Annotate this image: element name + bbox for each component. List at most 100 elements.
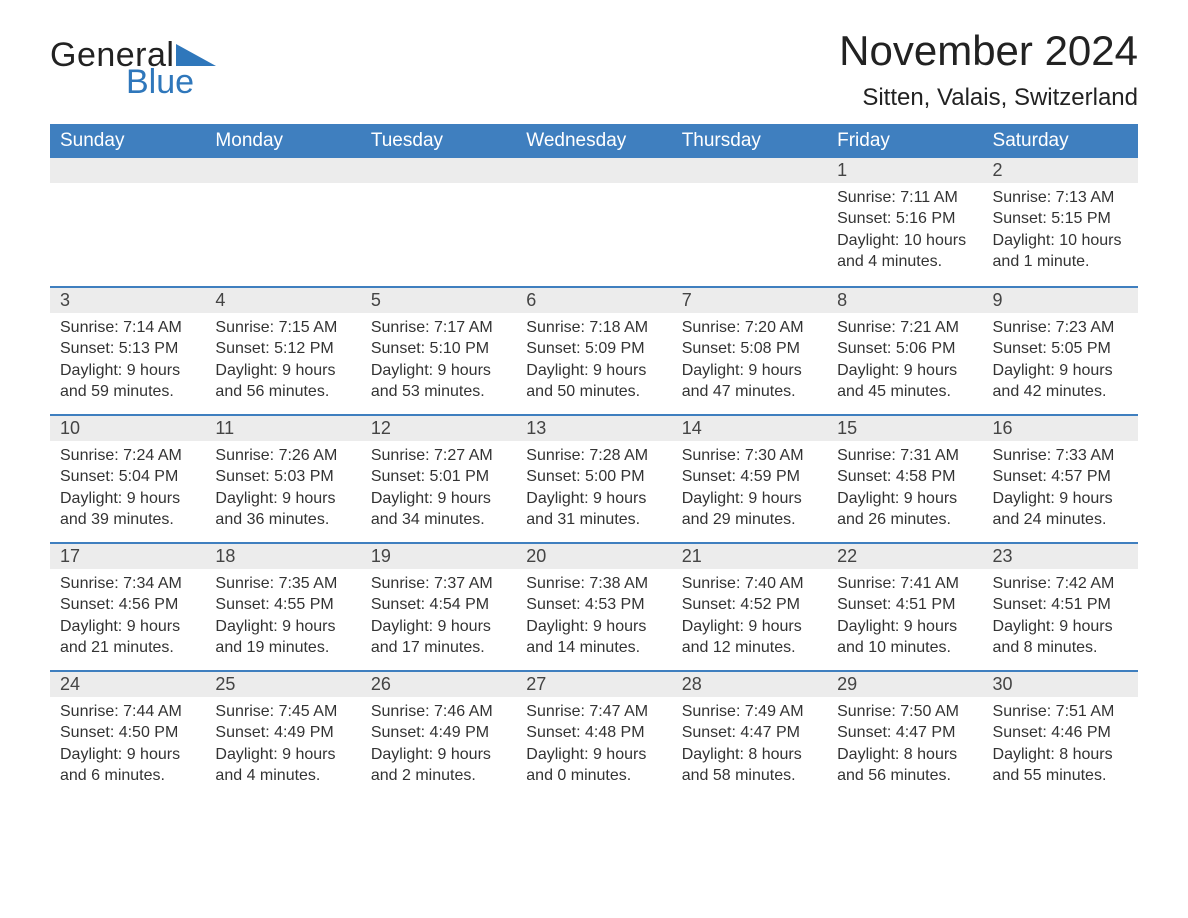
day-number-bar: 1 xyxy=(827,158,982,183)
daylight-line: Daylight: 9 hours and 39 minutes. xyxy=(60,488,197,531)
sunrise-line: Sunrise: 7:23 AM xyxy=(993,317,1130,339)
day-number-bar xyxy=(672,158,827,183)
calendar-day-cell: 25Sunrise: 7:45 AMSunset: 4:49 PMDayligh… xyxy=(205,670,360,798)
weekday-header: Tuesday xyxy=(361,124,516,158)
calendar-day-cell: 7Sunrise: 7:20 AMSunset: 5:08 PMDaylight… xyxy=(672,286,827,414)
page-header: General Blue November 2024 Sitten, Valai… xyxy=(50,28,1138,112)
sunset-line: Sunset: 5:16 PM xyxy=(837,208,974,230)
daylight-line: Daylight: 9 hours and 36 minutes. xyxy=(215,488,352,531)
calendar-day-cell: 28Sunrise: 7:49 AMSunset: 4:47 PMDayligh… xyxy=(672,670,827,798)
day-info: Sunrise: 7:33 AMSunset: 4:57 PMDaylight:… xyxy=(983,441,1138,531)
sunset-line: Sunset: 5:08 PM xyxy=(682,338,819,360)
day-info: Sunrise: 7:49 AMSunset: 4:47 PMDaylight:… xyxy=(672,697,827,787)
day-number-bar: 5 xyxy=(361,286,516,313)
daylight-line: Daylight: 9 hours and 50 minutes. xyxy=(526,360,663,403)
calendar-day-cell: 4Sunrise: 7:15 AMSunset: 5:12 PMDaylight… xyxy=(205,286,360,414)
daylight-line: Daylight: 9 hours and 12 minutes. xyxy=(682,616,819,659)
calendar-day-cell: 15Sunrise: 7:31 AMSunset: 4:58 PMDayligh… xyxy=(827,414,982,542)
location-subtitle: Sitten, Valais, Switzerland xyxy=(839,84,1138,112)
day-info: Sunrise: 7:17 AMSunset: 5:10 PMDaylight:… xyxy=(361,313,516,403)
calendar-week-row: 17Sunrise: 7:34 AMSunset: 4:56 PMDayligh… xyxy=(50,542,1138,670)
sunrise-line: Sunrise: 7:31 AM xyxy=(837,445,974,467)
calendar-table: SundayMondayTuesdayWednesdayThursdayFrid… xyxy=(50,124,1138,798)
day-info: Sunrise: 7:14 AMSunset: 5:13 PMDaylight:… xyxy=(50,313,205,403)
sunrise-line: Sunrise: 7:27 AM xyxy=(371,445,508,467)
daylight-line: Daylight: 9 hours and 10 minutes. xyxy=(837,616,974,659)
day-info: Sunrise: 7:51 AMSunset: 4:46 PMDaylight:… xyxy=(983,697,1138,787)
sunrise-line: Sunrise: 7:14 AM xyxy=(60,317,197,339)
sunset-line: Sunset: 4:54 PM xyxy=(371,594,508,616)
day-number-bar: 27 xyxy=(516,670,671,697)
day-info xyxy=(672,183,827,187)
calendar-day-cell: 17Sunrise: 7:34 AMSunset: 4:56 PMDayligh… xyxy=(50,542,205,670)
daylight-line: Daylight: 10 hours and 1 minute. xyxy=(993,230,1130,273)
sunset-line: Sunset: 5:12 PM xyxy=(215,338,352,360)
daylight-line: Daylight: 9 hours and 4 minutes. xyxy=(215,744,352,787)
sunset-line: Sunset: 4:49 PM xyxy=(371,722,508,744)
day-number-bar: 17 xyxy=(50,542,205,569)
calendar-day-cell: 16Sunrise: 7:33 AMSunset: 4:57 PMDayligh… xyxy=(983,414,1138,542)
day-info: Sunrise: 7:38 AMSunset: 4:53 PMDaylight:… xyxy=(516,569,671,659)
sunset-line: Sunset: 4:57 PM xyxy=(993,466,1130,488)
brand-logo: General Blue xyxy=(50,28,216,102)
day-number-bar: 19 xyxy=(361,542,516,569)
day-number-bar: 15 xyxy=(827,414,982,441)
calendar-day-cell: 13Sunrise: 7:28 AMSunset: 5:00 PMDayligh… xyxy=(516,414,671,542)
day-number-bar: 11 xyxy=(205,414,360,441)
daylight-line: Daylight: 9 hours and 6 minutes. xyxy=(60,744,197,787)
day-number-bar: 18 xyxy=(205,542,360,569)
day-info: Sunrise: 7:27 AMSunset: 5:01 PMDaylight:… xyxy=(361,441,516,531)
sunset-line: Sunset: 4:46 PM xyxy=(993,722,1130,744)
daylight-line: Daylight: 9 hours and 29 minutes. xyxy=(682,488,819,531)
daylight-line: Daylight: 9 hours and 53 minutes. xyxy=(371,360,508,403)
day-info: Sunrise: 7:40 AMSunset: 4:52 PMDaylight:… xyxy=(672,569,827,659)
calendar-day-cell xyxy=(50,158,205,286)
sunset-line: Sunset: 5:15 PM xyxy=(993,208,1130,230)
sunrise-line: Sunrise: 7:13 AM xyxy=(993,187,1130,209)
calendar-day-cell: 8Sunrise: 7:21 AMSunset: 5:06 PMDaylight… xyxy=(827,286,982,414)
sunrise-line: Sunrise: 7:28 AM xyxy=(526,445,663,467)
sunrise-line: Sunrise: 7:44 AM xyxy=(60,701,197,723)
day-number-bar xyxy=(50,158,205,183)
day-number-bar: 10 xyxy=(50,414,205,441)
day-info: Sunrise: 7:42 AMSunset: 4:51 PMDaylight:… xyxy=(983,569,1138,659)
sunset-line: Sunset: 4:59 PM xyxy=(682,466,819,488)
sunset-line: Sunset: 5:04 PM xyxy=(60,466,197,488)
calendar-day-cell: 12Sunrise: 7:27 AMSunset: 5:01 PMDayligh… xyxy=(361,414,516,542)
calendar-day-cell: 3Sunrise: 7:14 AMSunset: 5:13 PMDaylight… xyxy=(50,286,205,414)
sunset-line: Sunset: 5:01 PM xyxy=(371,466,508,488)
day-number-bar: 29 xyxy=(827,670,982,697)
daylight-line: Daylight: 9 hours and 56 minutes. xyxy=(215,360,352,403)
calendar-day-cell: 26Sunrise: 7:46 AMSunset: 4:49 PMDayligh… xyxy=(361,670,516,798)
calendar-day-cell: 5Sunrise: 7:17 AMSunset: 5:10 PMDaylight… xyxy=(361,286,516,414)
calendar-week-row: 24Sunrise: 7:44 AMSunset: 4:50 PMDayligh… xyxy=(50,670,1138,798)
day-number-bar: 3 xyxy=(50,286,205,313)
day-info: Sunrise: 7:13 AMSunset: 5:15 PMDaylight:… xyxy=(983,183,1138,273)
sunrise-line: Sunrise: 7:21 AM xyxy=(837,317,974,339)
daylight-line: Daylight: 8 hours and 56 minutes. xyxy=(837,744,974,787)
sunset-line: Sunset: 4:52 PM xyxy=(682,594,819,616)
sunrise-line: Sunrise: 7:33 AM xyxy=(993,445,1130,467)
day-number-bar: 6 xyxy=(516,286,671,313)
day-number-bar: 9 xyxy=(983,286,1138,313)
sunrise-line: Sunrise: 7:34 AM xyxy=(60,573,197,595)
weekday-header: Friday xyxy=(827,124,982,158)
sunrise-line: Sunrise: 7:49 AM xyxy=(682,701,819,723)
sunset-line: Sunset: 4:47 PM xyxy=(837,722,974,744)
day-info: Sunrise: 7:21 AMSunset: 5:06 PMDaylight:… xyxy=(827,313,982,403)
calendar-day-cell: 2Sunrise: 7:13 AMSunset: 5:15 PMDaylight… xyxy=(983,158,1138,286)
day-info: Sunrise: 7:37 AMSunset: 4:54 PMDaylight:… xyxy=(361,569,516,659)
daylight-line: Daylight: 8 hours and 58 minutes. xyxy=(682,744,819,787)
day-info: Sunrise: 7:30 AMSunset: 4:59 PMDaylight:… xyxy=(672,441,827,531)
day-number-bar xyxy=(205,158,360,183)
daylight-line: Daylight: 9 hours and 19 minutes. xyxy=(215,616,352,659)
calendar-day-cell xyxy=(361,158,516,286)
calendar-day-cell: 23Sunrise: 7:42 AMSunset: 4:51 PMDayligh… xyxy=(983,542,1138,670)
sunset-line: Sunset: 5:03 PM xyxy=(215,466,352,488)
sunset-line: Sunset: 4:49 PM xyxy=(215,722,352,744)
sunrise-line: Sunrise: 7:51 AM xyxy=(993,701,1130,723)
day-number-bar: 30 xyxy=(983,670,1138,697)
daylight-line: Daylight: 9 hours and 59 minutes. xyxy=(60,360,197,403)
daylight-line: Daylight: 9 hours and 21 minutes. xyxy=(60,616,197,659)
daylight-line: Daylight: 9 hours and 24 minutes. xyxy=(993,488,1130,531)
